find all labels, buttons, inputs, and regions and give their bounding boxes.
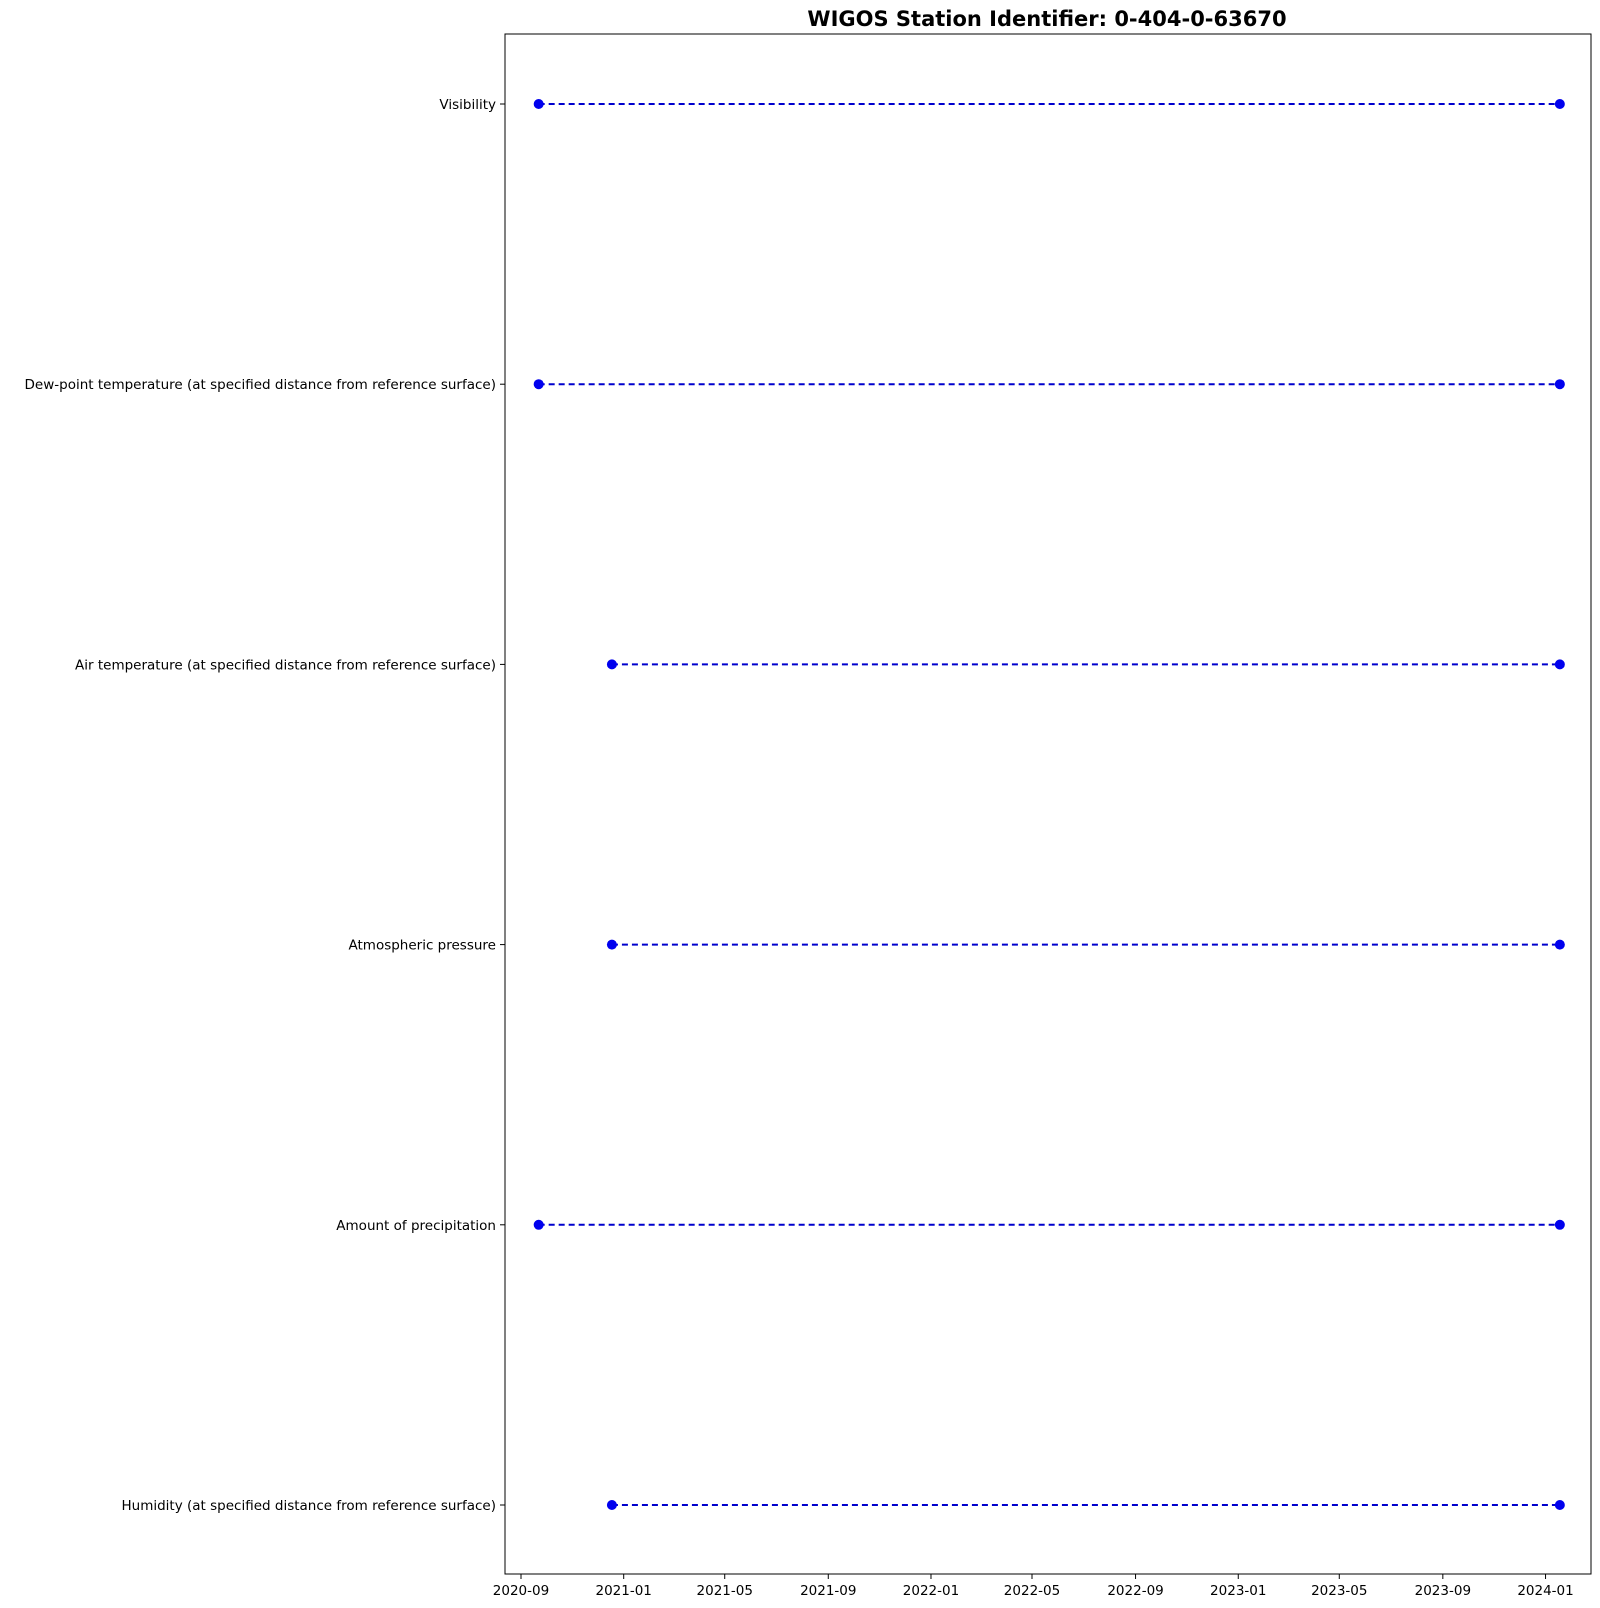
x-tick-label: 2021-05	[697, 1583, 753, 1599]
data-point	[1554, 659, 1565, 670]
x-tick-label: 2024-01	[1517, 1583, 1573, 1599]
x-tick-label: 2022-09	[1107, 1583, 1163, 1599]
y-tick-label: Humidity (at specified distance from ref…	[122, 1498, 497, 1514]
y-tick-label: Visibility	[439, 97, 496, 113]
data-point	[1554, 1219, 1565, 1230]
data-point	[1554, 1500, 1565, 1510]
y-tick-label: Amount of precipitation	[336, 1218, 496, 1234]
data-point	[1554, 379, 1565, 390]
data-point	[533, 99, 544, 109]
x-tick-label: 2022-01	[903, 1583, 959, 1599]
x-tick-label: 2023-01	[1210, 1583, 1266, 1599]
plot-area-frame	[504, 33, 1592, 1575]
x-tick-label: 2021-09	[800, 1583, 856, 1599]
x-tick-label: 2023-09	[1415, 1583, 1471, 1599]
x-axis: 2020-09 2021-01 2021-05 2021-09 2022-01 2022-…	[493, 1574, 1574, 1599]
chart-title: WIGOS Station Identifier: 0-404-0-63670	[807, 7, 1286, 31]
data-point	[1554, 939, 1565, 950]
y-tick-label: Dew-point temperature (at specified dist…	[25, 377, 496, 393]
x-tick-label: 2020-09	[493, 1583, 549, 1599]
data-point	[533, 1219, 544, 1230]
x-tick-label: 2023-05	[1311, 1583, 1367, 1599]
x-tick-label: 2022-05	[1004, 1583, 1060, 1599]
data-point	[606, 939, 617, 950]
data-point	[533, 379, 544, 390]
data-point	[606, 659, 617, 670]
x-tick-label: 2021-01	[595, 1583, 651, 1599]
data-point	[1554, 99, 1565, 109]
y-tick-label: Atmospheric pressure	[349, 938, 497, 954]
data-point	[606, 1500, 617, 1510]
y-tick-label: Air temperature (at specified distance f…	[75, 657, 496, 673]
y-axis: Visibility Dew-point temperature (at spec…	[25, 97, 505, 1514]
series-layer	[533, 99, 1565, 1510]
